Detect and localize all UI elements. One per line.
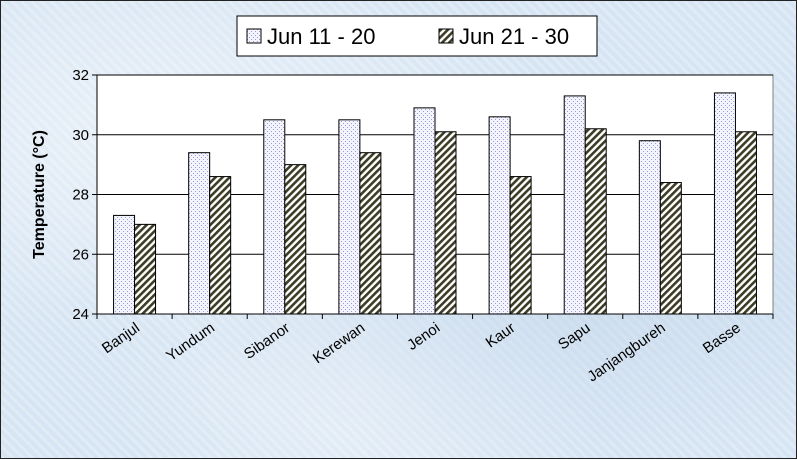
legend-swatch bbox=[246, 28, 262, 44]
bar-jun-21-30-sibanor bbox=[284, 164, 307, 315]
bar-jun-21-30-banjul bbox=[134, 223, 157, 315]
legend-swatch bbox=[438, 28, 454, 44]
x-tick-label: Janjangbureh bbox=[584, 319, 668, 385]
x-tick-label: Sibanor bbox=[241, 319, 293, 363]
x-tick-label: Yundum bbox=[163, 319, 218, 364]
y-tick-label: 30 bbox=[72, 127, 89, 144]
x-tick-label: Jenoi bbox=[404, 319, 443, 353]
bar-jun-11-20-banjul bbox=[113, 214, 136, 315]
x-tick-label: Kaur bbox=[483, 319, 519, 351]
x-tick-label: Kerewan bbox=[310, 319, 368, 367]
y-tick-label: 28 bbox=[72, 187, 89, 204]
bar-jun-11-20-kaur bbox=[488, 116, 511, 315]
legend-label: Jun 11 - 20 bbox=[267, 24, 375, 49]
y-tick-label: 26 bbox=[72, 246, 89, 263]
bar-jun-21-30-jenoi bbox=[434, 131, 457, 315]
legend bbox=[236, 15, 598, 57]
x-tick-label: Banjul bbox=[99, 319, 143, 357]
bar-jun-11-20-yundum bbox=[188, 152, 211, 315]
bar-jun-11-20-janjangbureh bbox=[638, 140, 661, 315]
bar-jun-21-30-basse bbox=[734, 131, 757, 315]
bar-jun-11-20-sibanor bbox=[263, 119, 286, 315]
bar-jun-21-30-kerewan bbox=[359, 152, 382, 315]
y-axis-title: Temperature (°C) bbox=[31, 130, 48, 259]
x-tick-label: Basse bbox=[700, 319, 744, 357]
x-tick-label: Sapu bbox=[555, 319, 593, 353]
bar-jun-21-30-yundum bbox=[209, 176, 232, 315]
bar-jun-11-20-jenoi bbox=[413, 107, 436, 315]
y-tick-label: 24 bbox=[72, 306, 89, 323]
bar-jun-11-20-sapu bbox=[563, 95, 586, 315]
bar-jun-11-20-kerewan bbox=[338, 119, 361, 315]
y-tick-label: 32 bbox=[72, 67, 89, 84]
bar-jun-11-20-basse bbox=[713, 92, 736, 315]
bar-jun-21-30-kaur bbox=[509, 176, 532, 315]
legend-label: Jun 21 - 30 bbox=[459, 24, 569, 49]
bar-jun-21-30-sapu bbox=[584, 128, 607, 315]
bar-jun-21-30-janjangbureh bbox=[659, 182, 682, 315]
